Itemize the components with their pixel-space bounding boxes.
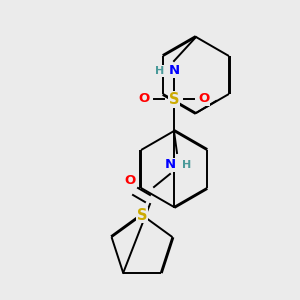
Text: H: H [182,160,192,170]
Text: O: O [198,92,210,106]
Text: O: O [138,92,150,106]
Text: N: N [164,158,175,172]
Text: H: H [155,66,165,76]
Text: S: S [169,92,179,106]
Text: O: O [124,173,136,187]
Text: N: N [168,64,180,77]
Text: S: S [137,208,147,223]
